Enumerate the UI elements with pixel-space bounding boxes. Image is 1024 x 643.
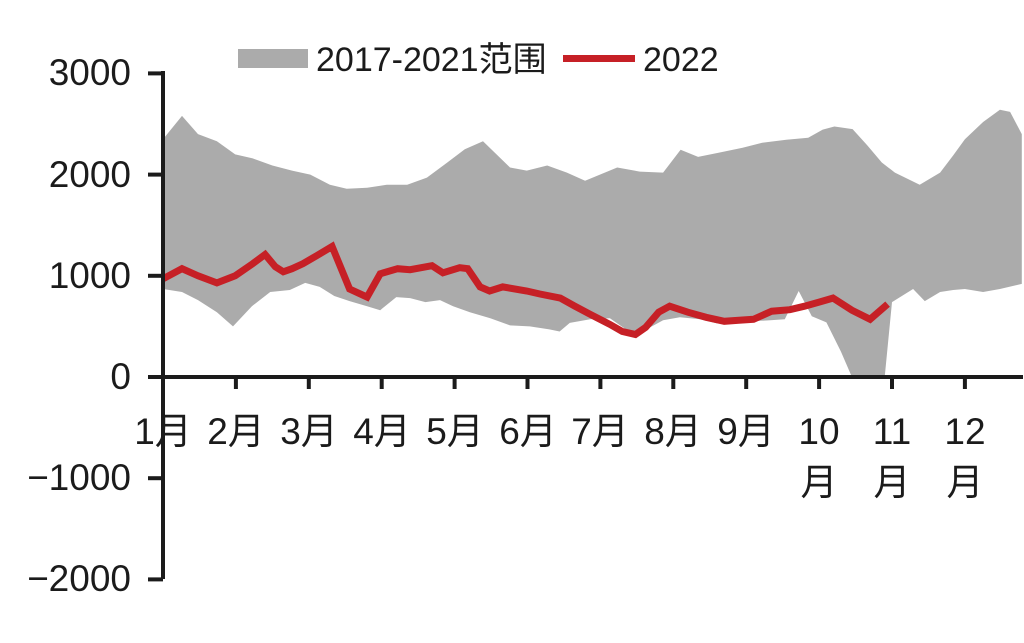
x-tick-label-10月-yue: 月 (800, 462, 838, 503)
axes (148, 71, 1023, 582)
x-tick-label-8月: 8月 (644, 411, 702, 452)
x-tick-label-7月: 7月 (571, 411, 629, 452)
legend-band-swatch-icon (238, 49, 308, 68)
y-tick-label-1000: 1000 (48, 255, 131, 296)
line-2022 (161, 241, 890, 339)
x-tick-label-10月-num: 10 (798, 411, 840, 452)
y-tick-label-0: 0 (110, 356, 131, 397)
x-tick-label-1月: 1月 (134, 411, 192, 452)
legend-line-label: 2022 (643, 41, 719, 79)
x-tick-label-3月: 3月 (280, 411, 338, 452)
x-tick-label-6月: 6月 (499, 411, 557, 452)
legend-band-label: 2017-2021范围 (316, 41, 547, 79)
y-tick-label--2000: −2000 (27, 558, 131, 599)
x-tick-label-2月: 2月 (207, 411, 265, 452)
y-tick-label--1000: −1000 (27, 457, 131, 498)
x-tick-label-11月-yue: 月 (873, 462, 911, 503)
y-tick-label-3000: 3000 (48, 52, 131, 93)
x-tick-label-9月: 9月 (717, 411, 775, 452)
x-tick-label-12月-yue: 月 (946, 462, 984, 503)
x-tick-label-4月: 4月 (353, 411, 411, 452)
x-tick-label-11月-num: 11 (872, 411, 912, 452)
legend-line-swatch-icon (563, 55, 635, 62)
x-tick-label-5月: 5月 (426, 411, 484, 452)
y-tick-label-2000: 2000 (48, 154, 131, 195)
x-tick-label-12月-num: 12 (944, 411, 986, 452)
band-2017-2021-range (163, 109, 1022, 378)
